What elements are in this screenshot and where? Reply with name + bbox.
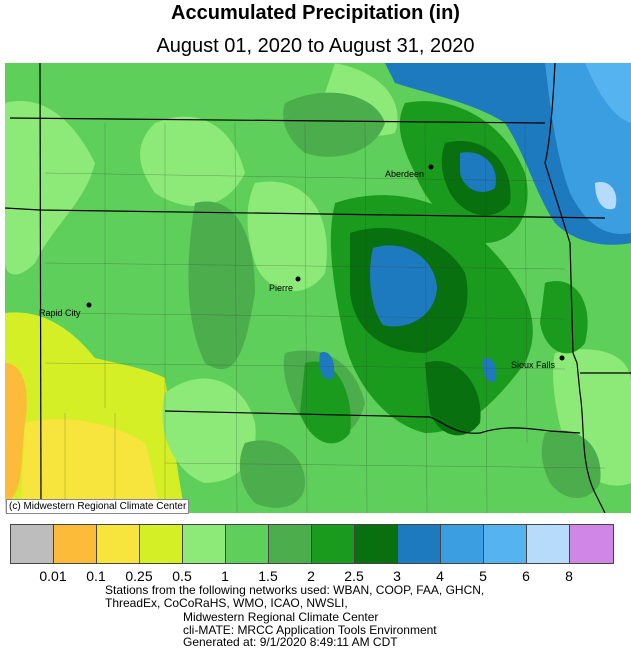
city-marker-aberdeen xyxy=(428,164,434,170)
legend-label: 0.1 xyxy=(86,568,106,584)
legend-swatch xyxy=(441,525,484,563)
legend-swatch xyxy=(140,525,183,563)
legend-label: 0.25 xyxy=(125,568,153,584)
legend-label: 4 xyxy=(436,568,444,584)
precip-zone xyxy=(425,361,481,436)
legend-swatch xyxy=(355,525,398,563)
precip-zone xyxy=(5,363,27,503)
legend-label: 3 xyxy=(393,568,401,584)
legend-swatch xyxy=(183,525,226,563)
map-title: Accumulated Precipitation (in) xyxy=(171,2,460,24)
precip-zone xyxy=(239,440,305,508)
legend-swatch xyxy=(226,525,269,563)
legend-label: 5 xyxy=(479,568,487,584)
legend-label: 0.01 xyxy=(39,568,67,584)
precip-zone xyxy=(188,201,255,370)
precip-zone xyxy=(482,357,497,382)
legend-label: 6 xyxy=(522,568,530,584)
legend-swatch xyxy=(570,525,613,563)
legend-swatch xyxy=(312,525,355,563)
precipitation-map-svg: Aberdeen Pierre Rapid City Sioux Falls xyxy=(5,63,631,513)
footer-line: ThreadEx, CoCoRaHS, WMO, ICAO, NWSLI, xyxy=(105,596,348,610)
precip-zone xyxy=(20,419,165,513)
state-border xyxy=(39,63,42,513)
footer-line: cli-MATE: MRCC Application Tools Environ… xyxy=(183,623,437,637)
legend-label: 2 xyxy=(307,568,315,584)
city-label-sioux-falls: Sioux Falls xyxy=(511,360,556,370)
legend-label: 0.5 xyxy=(172,568,192,584)
precip-zone xyxy=(595,182,617,210)
map-subtitle: August 01, 2020 to August 31, 2020 xyxy=(156,35,475,57)
footer-line: Generated at: 9/1/2020 8:49:11 AM CDT xyxy=(183,635,398,649)
precip-zone xyxy=(370,245,437,327)
legend-labels: 0.01 0.1 0.25 0.5 1 1.5 2 2.5 3 4 5 6 8 xyxy=(0,568,631,584)
city-label-pierre: Pierre xyxy=(269,283,293,293)
city-marker-rapid-city xyxy=(86,302,92,308)
precip-zone xyxy=(540,281,588,354)
precip-zone xyxy=(140,116,245,207)
precip-zone xyxy=(585,63,631,123)
legend-label: 1 xyxy=(221,568,229,584)
city-marker-sioux-falls xyxy=(559,355,565,361)
city-marker-pierre xyxy=(295,276,301,282)
city-label-aberdeen: Aberdeen xyxy=(385,169,424,179)
state-border xyxy=(9,117,546,124)
footer-line: Stations from the following networks use… xyxy=(105,583,485,597)
legend-swatch xyxy=(54,525,97,563)
legend-swatch xyxy=(527,525,570,563)
city-label-rapid-city: Rapid City xyxy=(39,308,81,318)
precip-zone xyxy=(319,352,335,380)
county-lines xyxy=(44,122,606,513)
legend-color-bar xyxy=(10,524,614,564)
precip-zone xyxy=(247,181,327,292)
legend-swatch xyxy=(11,525,54,563)
footer-line: Midwestern Regional Climate Center xyxy=(183,610,379,624)
precip-zone xyxy=(460,152,496,193)
legend-label: 1.5 xyxy=(258,568,278,584)
legend-swatch xyxy=(398,525,441,563)
credit-label: (c) Midwestern Regional Climate Center xyxy=(6,499,190,514)
legend-swatch xyxy=(97,525,140,563)
precip-zone xyxy=(541,430,601,498)
precip-zone xyxy=(283,92,385,157)
state-border xyxy=(164,410,581,434)
precip-zone xyxy=(5,101,95,275)
precip-zone xyxy=(162,378,256,483)
legend-swatch xyxy=(484,525,527,563)
legend-swatch xyxy=(269,525,312,563)
state-border xyxy=(544,63,606,513)
precipitation-map: Aberdeen Pierre Rapid City Sioux Falls xyxy=(5,63,631,513)
legend-label: 2.5 xyxy=(344,568,364,584)
legend-label: 8 xyxy=(565,568,573,584)
precip-zone xyxy=(300,361,351,444)
